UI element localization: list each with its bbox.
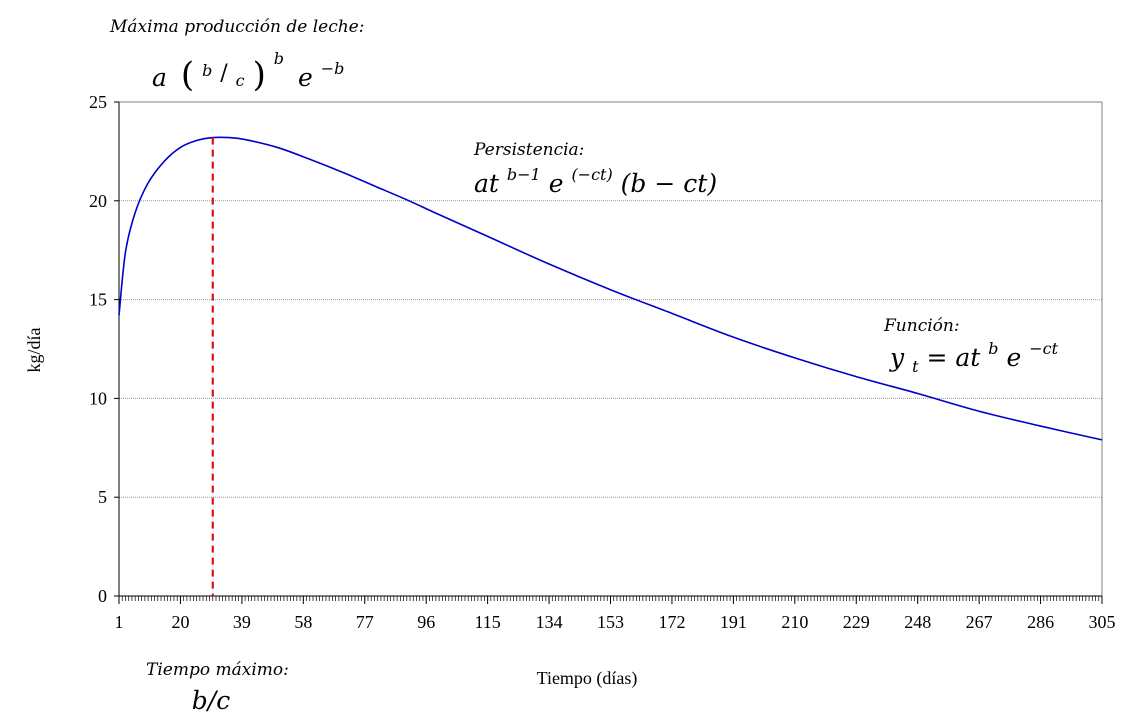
x-tick-label: 305 — [1089, 612, 1116, 632]
x-tick-label: 286 — [1027, 612, 1054, 632]
x-tick-label: 172 — [658, 612, 685, 632]
peak-time-formula: b/c — [192, 686, 230, 715]
y-axis-ticks: 0 5 10 15 20 25 — [89, 92, 119, 606]
x-tick-label: 1 — [115, 612, 124, 632]
peak-time-annotation-title: Tiempo máximo: — [146, 660, 289, 680]
x-tick-label: 210 — [781, 612, 808, 632]
function-formula: y t = at b e −ct — [889, 331, 1059, 378]
x-axis-title: Tiempo (días) — [537, 668, 638, 689]
persistence-formula: at b−1 e (−ct) (b − ct) — [474, 157, 717, 198]
y-axis-title: kg/día — [24, 327, 44, 372]
y-tick-label: 0 — [98, 586, 107, 606]
x-tick-label: 39 — [233, 612, 251, 632]
x-tick-label: 229 — [843, 612, 870, 632]
y-tick-label: 20 — [89, 191, 107, 211]
peak-yield-annotation-title: Máxima producción de leche: — [109, 17, 364, 37]
x-tick-label: 96 — [417, 612, 435, 632]
x-tick-label: 248 — [904, 612, 931, 632]
y-tick-label: 25 — [89, 92, 107, 112]
y-tick-label: 5 — [98, 487, 107, 507]
lactation-curve-line — [118, 136, 1103, 441]
x-tick-label: 267 — [966, 612, 993, 632]
x-tick-label: 115 — [474, 612, 500, 632]
y-tick-label: 10 — [89, 388, 107, 408]
x-axis-ticks: 1 20 39 58 77 96 115 134 153 172 191 210 229 248 267 28… — [115, 596, 1116, 632]
x-tick-label: 58 — [294, 612, 312, 632]
x-tick-label: 134 — [536, 612, 563, 632]
x-tick-label: 20 — [171, 612, 189, 632]
peak-yield-formula: a ( b / c ) b e −b — [152, 41, 344, 95]
x-tick-label: 191 — [720, 612, 747, 632]
persistence-annotation-title: Persistencia: — [473, 140, 584, 160]
x-tick-label: 153 — [597, 612, 624, 632]
x-tick-label: 77 — [356, 612, 374, 632]
function-annotation-title: Función: — [883, 316, 960, 336]
y-tick-label: 15 — [89, 290, 107, 310]
